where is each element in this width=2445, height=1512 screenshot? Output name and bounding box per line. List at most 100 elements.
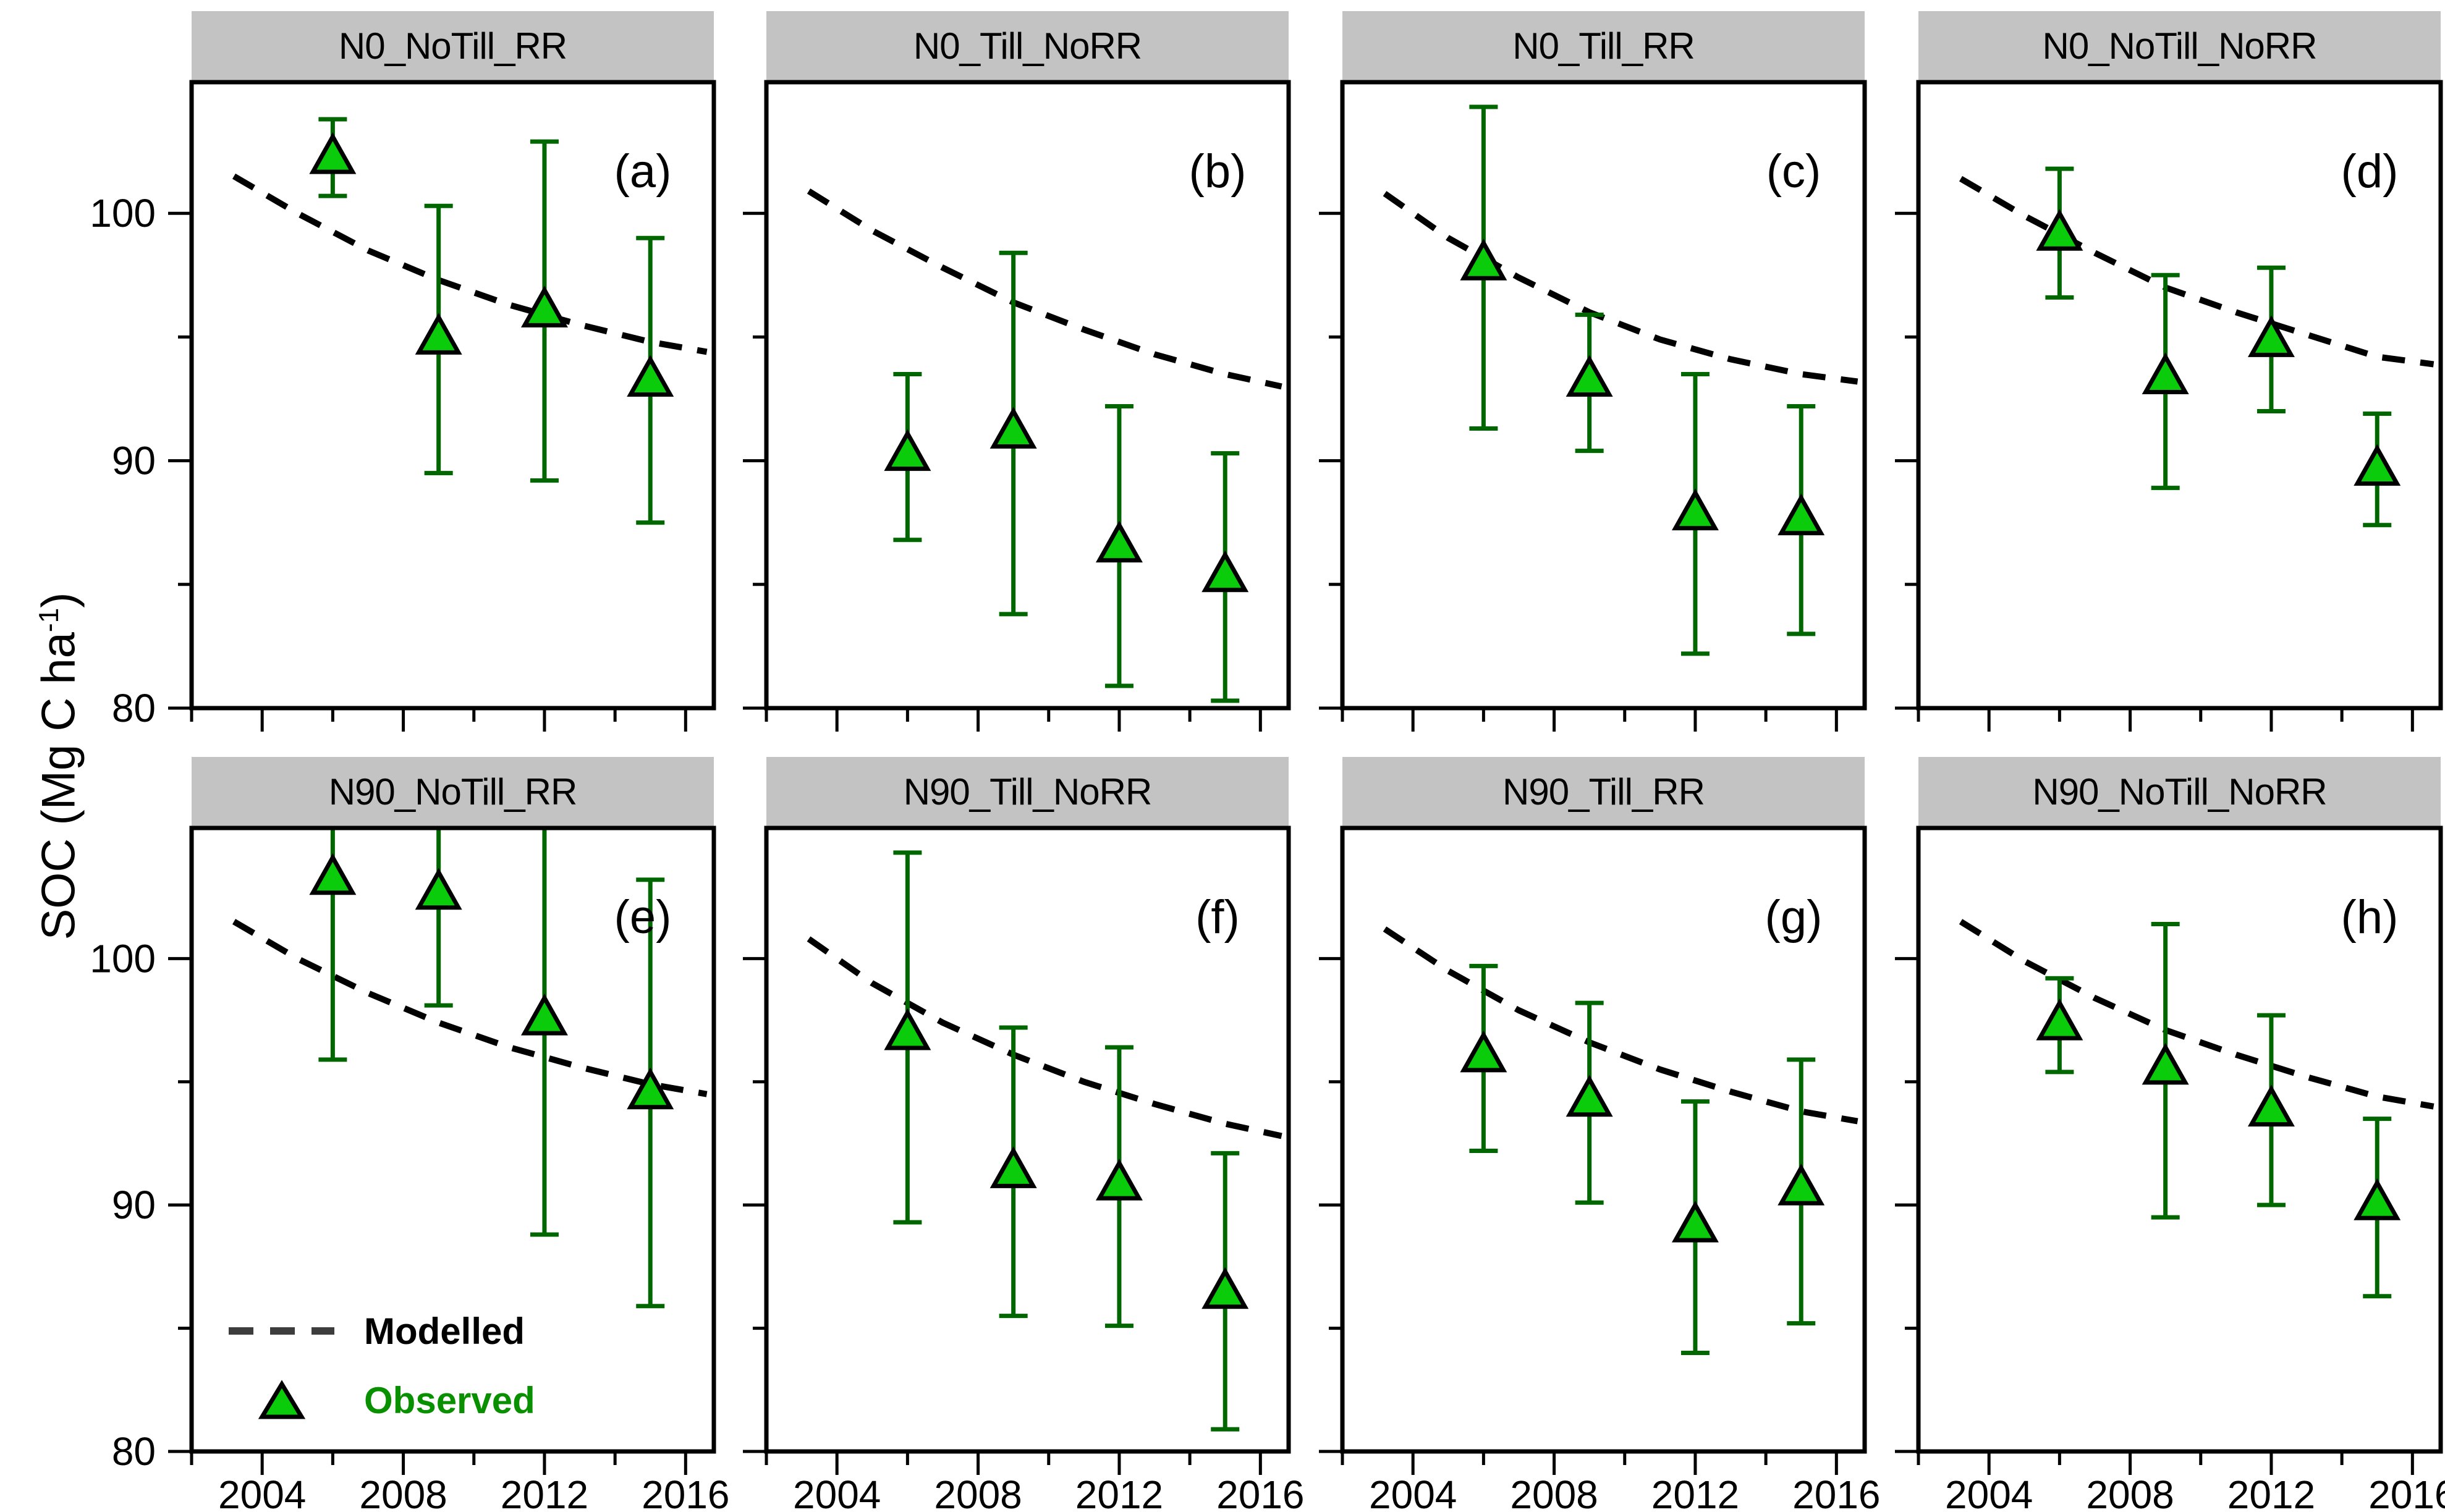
- y-axis-title-superscript: -1: [34, 607, 65, 633]
- x-tick-label: 2012: [2227, 1472, 2315, 1512]
- legend: Modelled Observed: [227, 1296, 535, 1435]
- panel-plot-d: (d): [1895, 80, 2443, 732]
- panel-border: [1340, 826, 1867, 1454]
- observed-point-2009: [989, 1025, 1037, 1319]
- observed-triangle-marker: [989, 1146, 1037, 1188]
- x-axis-ticks: [1341, 708, 1838, 732]
- observed-triangle-marker: [2354, 444, 2401, 486]
- x-tick-label: 2008: [2086, 1472, 2174, 1512]
- observed-point-2015: [1201, 451, 1249, 703]
- modelled-line: [1959, 175, 2434, 368]
- y-axis-title-close: ): [32, 592, 85, 608]
- observed-point-2015: [1778, 1057, 1825, 1326]
- observed-series: [1460, 104, 1825, 656]
- observed-point-2009: [415, 203, 462, 476]
- observed-triangle-marker: [1671, 1200, 1719, 1243]
- observed-point-2012: [2247, 1013, 2295, 1207]
- y-axis-ticks: [168, 211, 192, 710]
- observed-series: [884, 250, 1249, 703]
- panel-border: [1916, 826, 2443, 1454]
- observed-triangle-marker: [1201, 1267, 1249, 1309]
- panel-plot-f: 2004 2008 2012 2016 (f): [743, 826, 1305, 1512]
- observed-triangle-marker: [1460, 239, 1507, 281]
- x-axis-ticks: [190, 708, 687, 732]
- observed-triangle-marker: [884, 1008, 931, 1050]
- observed-point-2006: [309, 117, 357, 198]
- panel-border: [189, 80, 716, 711]
- panel-letter: (c): [1766, 145, 1821, 198]
- modelled-line: [232, 919, 708, 1097]
- panel-plot-g: 2004 2008 2012 2016 (g): [1319, 826, 1881, 1512]
- observed-point-2009: [1566, 312, 1613, 454]
- panel-letter: (f): [1195, 891, 1240, 944]
- observed-triangle-marker: [627, 1067, 674, 1110]
- observed-point-2009: [2142, 272, 2189, 491]
- x-tick-label: 2012: [1075, 1472, 1163, 1512]
- x-axis-ticks: [765, 708, 1262, 732]
- panel-letter: (g): [1765, 891, 1823, 944]
- panel-letter: (d): [2341, 145, 2399, 198]
- x-tick-label: 2004: [1945, 1472, 2033, 1512]
- observed-triangle-marker: [627, 355, 674, 397]
- x-tick-label: 2016: [642, 1472, 729, 1512]
- modelled-line: [807, 936, 1282, 1139]
- panel-header-g: N90_Till_RR: [1342, 757, 1865, 826]
- observed-series: [884, 850, 1249, 1432]
- y-tick-label: 80: [112, 1429, 156, 1474]
- observed-point-2012: [1671, 371, 1719, 656]
- observed-triangle-marker: [415, 868, 462, 910]
- observed-point-2009: [415, 828, 462, 1008]
- observed-triangle-marker: [309, 853, 357, 895]
- x-tick-label: 2004: [793, 1472, 881, 1512]
- observed-point-2006: [884, 850, 931, 1225]
- observed-series: [2036, 166, 2401, 528]
- x-tick-label: 2012: [501, 1472, 588, 1512]
- observed-point-2009: [2142, 922, 2189, 1220]
- x-tick-label: 2004: [1369, 1472, 1457, 1512]
- legend-item-observed: Observed: [227, 1366, 535, 1435]
- modelled-dash-icon: [227, 1326, 336, 1336]
- observed-point-2006: [2036, 976, 2083, 1075]
- modelled-line: [232, 173, 708, 355]
- observed-triangle-marker: [989, 407, 1037, 449]
- observed-triangle-marker: [1095, 520, 1143, 563]
- observed-triangle-marker: [1095, 1159, 1143, 1201]
- x-tick-label: 2016: [1216, 1472, 1304, 1512]
- y-axis-ticks: [1319, 211, 1342, 710]
- observed-point-2015: [627, 235, 674, 525]
- observed-point-2015: [2354, 412, 2401, 528]
- y-tick-label: 100: [90, 191, 156, 235]
- observed-series: [1460, 963, 1825, 1355]
- observed-triangle-marker: [1201, 550, 1249, 593]
- x-tick-label: 2016: [1792, 1472, 1880, 1512]
- observed-point-2015: [2354, 1117, 2401, 1299]
- observed-triangle-marker: [2247, 1084, 2295, 1127]
- y-axis-ticks: [743, 957, 766, 1453]
- observed-point-2015: [1201, 1151, 1249, 1432]
- panel-border: [764, 80, 1291, 711]
- y-axis-ticks: [1895, 957, 1918, 1453]
- x-axis-ticks: [1341, 1451, 1838, 1475]
- x-tick-label: 2008: [934, 1472, 1022, 1512]
- panel-letter: (a): [614, 145, 672, 198]
- panel-letter: (e): [614, 891, 672, 944]
- observed-triangle-marker: [520, 993, 568, 1036]
- observed-point-2009: [989, 250, 1037, 617]
- legend-modelled-label: Modelled: [364, 1310, 525, 1352]
- observed-triangle-marker: [1566, 355, 1613, 397]
- observed-triangle-marker: [884, 429, 931, 471]
- observed-point-2012: [2247, 265, 2295, 414]
- panel-plot-e: 100 90 80 2004 2008 2012 2016 (e): [90, 826, 730, 1512]
- observed-triangle-marker: [309, 132, 357, 174]
- y-axis-title: SOC (Mg C ha-1): [32, 593, 86, 940]
- panel-header-e: N90_NoTill_RR: [192, 757, 714, 826]
- observed-triangle-icon: [227, 1379, 336, 1421]
- y-tick-label: 90: [112, 1183, 156, 1227]
- panel-border: [1340, 80, 1867, 711]
- panel-border: [764, 826, 1291, 1454]
- modelled-line: [1383, 926, 1858, 1125]
- observed-triangle-marker: [415, 313, 462, 355]
- observed-series: [2036, 922, 2401, 1299]
- observed-triangle-marker: [1671, 488, 1719, 531]
